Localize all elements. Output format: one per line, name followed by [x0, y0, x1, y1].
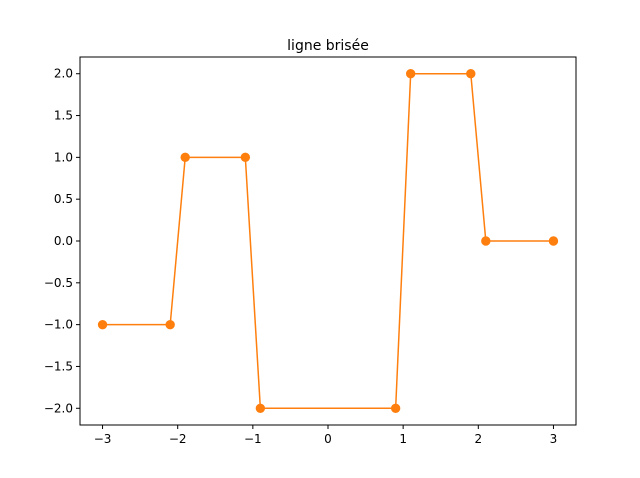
y-tick-label: 0.5 [54, 192, 73, 206]
data-point [390, 403, 401, 413]
data-point [240, 152, 251, 163]
x-tick-label: 0 [324, 432, 332, 446]
y-tick-label: 1.0 [54, 150, 73, 164]
y-tick-label: −1.5 [44, 359, 73, 373]
y-tick-label: 0.0 [54, 234, 73, 248]
y-tick-label: −2.0 [44, 401, 73, 415]
y-tick-label: 2.0 [54, 67, 73, 81]
x-tick-label: 2 [474, 432, 482, 446]
x-tick-label: 3 [550, 432, 558, 446]
data-point [481, 236, 491, 246]
data-point [180, 152, 190, 163]
y-axis-ticks: −2.0 −1.5 −1.0 −0.5 0.0 0.5 1.0 1.5 2.0 [44, 67, 80, 415]
data-point [405, 69, 416, 79]
x-tick-label: −1 [244, 432, 262, 446]
data-point [97, 319, 108, 330]
x-tick-label: −3 [94, 432, 112, 446]
series-line [102, 72, 554, 410]
series-layer [97, 69, 559, 413]
x-tick-label: 1 [399, 432, 407, 446]
data-point [165, 319, 175, 330]
data-point [255, 403, 266, 413]
data-point [548, 236, 559, 246]
y-tick-label: −0.5 [44, 276, 73, 290]
chart-title: ligne brisée [287, 38, 369, 54]
y-tick-label: 1.5 [54, 109, 73, 123]
y-tick-label: −1.0 [44, 318, 73, 332]
x-axis-ticks: −3 −2 −1 0 1 2 3 [94, 425, 558, 446]
data-point [466, 69, 476, 79]
plot-frame [79, 56, 577, 426]
x-tick-label: −2 [169, 432, 187, 446]
